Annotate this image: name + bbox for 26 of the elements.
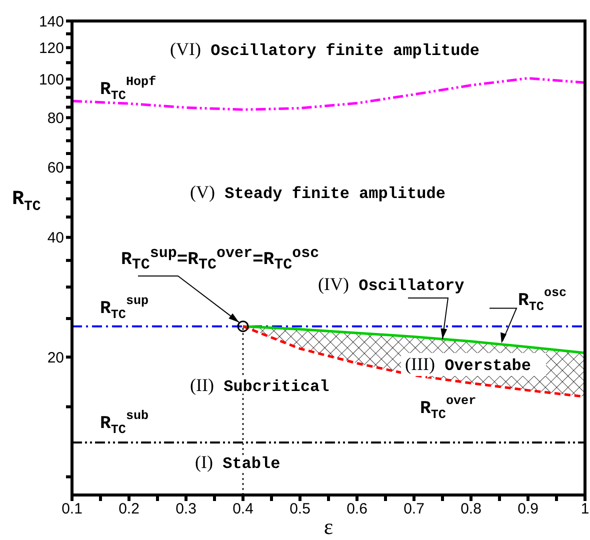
x-tick-label: 0.7 bbox=[404, 500, 424, 518]
y-tick-label: 140 bbox=[38, 13, 64, 30]
x-tick-label: 0.4 bbox=[232, 500, 254, 518]
annotation: (VI) Oscillatory finite amplitude bbox=[170, 39, 480, 60]
y-tick-label: 60 bbox=[47, 160, 64, 177]
x-tick-label: 1 bbox=[580, 500, 590, 518]
x-tick-label: 0.8 bbox=[460, 500, 482, 518]
x-tick-label: 0.9 bbox=[518, 500, 538, 518]
y-tick-label: 80 bbox=[47, 110, 64, 127]
y-tick-label: 20 bbox=[47, 349, 64, 366]
x-axis-title: ε bbox=[324, 514, 334, 539]
x-tick-label: 0.5 bbox=[290, 500, 310, 518]
line-series bbox=[72, 77, 585, 111]
annotation: (V) Steady finite amplitude bbox=[190, 182, 446, 203]
annotation: (III) Overstabe bbox=[405, 354, 531, 375]
y-axis-title: R$_{TC}$ bbox=[12, 188, 42, 215]
x-tick-label: 0.2 bbox=[118, 500, 140, 518]
annotation: (II) Subcritical bbox=[190, 375, 330, 396]
x-tick-label: 0.6 bbox=[346, 500, 368, 518]
x-tick-label: 0.1 bbox=[62, 500, 82, 518]
y-tick-label: 120 bbox=[38, 40, 64, 57]
y-tick-label: 40 bbox=[47, 230, 64, 247]
y-tick-label: 100 bbox=[38, 71, 64, 88]
annotation: (IV) Oscillatory bbox=[318, 274, 465, 295]
x-tick-label: 0.3 bbox=[176, 500, 196, 518]
annotation: (I) Stable bbox=[195, 452, 280, 473]
